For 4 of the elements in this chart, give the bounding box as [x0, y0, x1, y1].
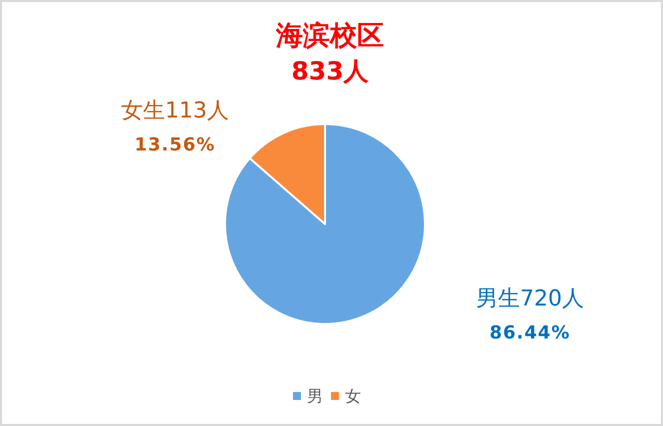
- legend-label: 男: [307, 386, 323, 406]
- title: 海滨校区: [276, 20, 384, 52]
- legend-label: 女: [345, 386, 361, 406]
- subtitle: 833人: [291, 56, 369, 86]
